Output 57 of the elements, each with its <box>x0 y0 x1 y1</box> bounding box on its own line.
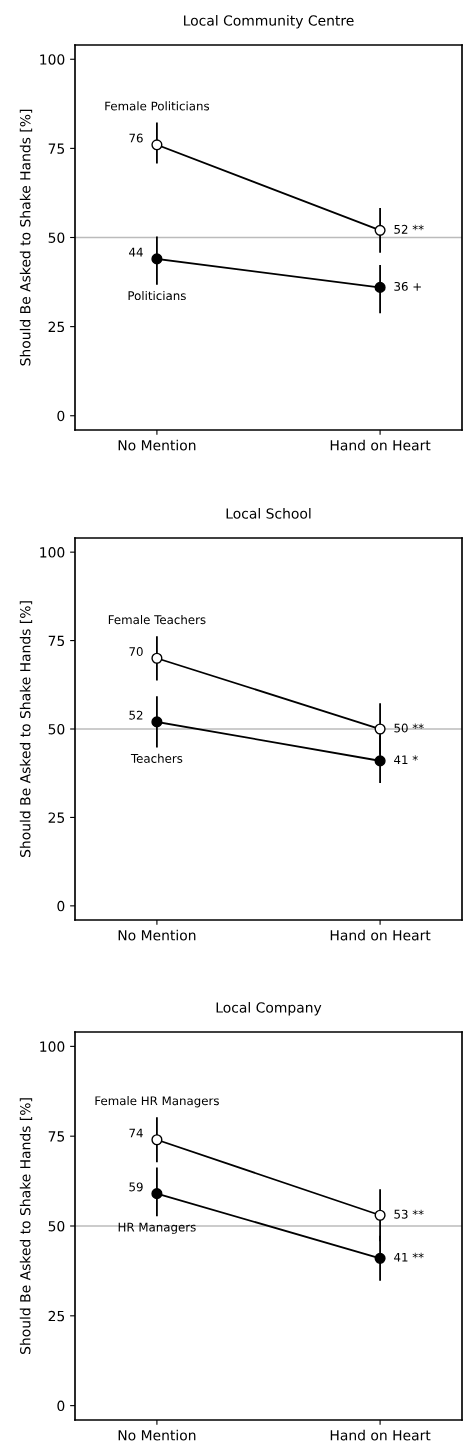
x-tick-label: Hand on Heart <box>330 1429 431 1441</box>
chart-title: Local School <box>226 508 311 519</box>
x-tick-label: Hand on Heart <box>330 929 431 941</box>
text: Politicians <box>128 290 186 301</box>
y-tick-label: 100 <box>40 54 65 65</box>
y-tick-label: 0 <box>57 900 65 912</box>
point <box>374 224 386 236</box>
y-axis-title: Should Be Asked to Shake Hands [%] <box>19 109 33 366</box>
x-tick-label: No Mention <box>118 1429 196 1441</box>
data-label: 41 * <box>394 755 418 765</box>
x-tick-label: No Mention <box>118 439 196 451</box>
y-axis-title: Should Be Asked to Shake Hands [%] <box>19 601 33 857</box>
y-tick-label: 50 <box>48 232 65 243</box>
point <box>374 723 386 735</box>
text: Female Politicians <box>105 101 210 111</box>
point <box>374 1209 386 1221</box>
point <box>151 716 163 728</box>
y-tick-label: 0 <box>57 410 65 422</box>
point <box>151 1134 163 1146</box>
point <box>374 1252 386 1264</box>
y-tick-label: 50 <box>48 723 65 735</box>
point <box>151 1188 163 1200</box>
y-tick-label: 75 <box>48 143 65 154</box>
y-tick-label: 25 <box>48 812 65 823</box>
chart-title: Local Community Centre <box>184 15 354 29</box>
point <box>151 652 163 664</box>
y-tick-label: 0 <box>57 1400 65 1412</box>
series-label: HR Managers <box>118 1222 196 1234</box>
y-tick-label: 25 <box>48 321 65 333</box>
point <box>151 253 163 265</box>
y-axis-title: Should Be Asked to Shake Hands [%] <box>19 1098 33 1354</box>
point <box>374 281 386 293</box>
y-tick-label: 25 <box>48 1310 65 1322</box>
x-tick-label: No Mention <box>118 929 196 941</box>
data-label: 50 ** <box>394 723 424 733</box>
y-tick-label: 100 <box>40 1041 65 1052</box>
data-label: 59 <box>129 1182 143 1192</box>
text: Female HR Managers <box>95 1096 219 1108</box>
text: Female Teachers <box>108 615 206 625</box>
data-label: 36 + <box>394 281 421 291</box>
data-label: 52 <box>129 710 143 720</box>
point <box>374 755 386 767</box>
chart-title: Local Company <box>216 1002 322 1016</box>
y-tick-label: 75 <box>48 1131 65 1142</box>
data-label: 44 <box>129 247 143 257</box>
data-label: 70 <box>129 647 143 656</box>
y-tick-label: 75 <box>48 635 65 647</box>
data-label: 41 ** <box>394 1252 424 1262</box>
data-label: 53 ** <box>394 1209 424 1219</box>
point <box>151 139 163 151</box>
y-tick-label: 50 <box>48 1220 65 1232</box>
y-tick-label: 100 <box>40 547 65 558</box>
x-tick-label: Hand on Heart <box>330 439 431 451</box>
data-label: 74 <box>129 1128 143 1138</box>
text: Teachers <box>130 753 183 763</box>
data-label: 52 ** <box>394 224 424 234</box>
data-label: 76 <box>129 133 143 143</box>
